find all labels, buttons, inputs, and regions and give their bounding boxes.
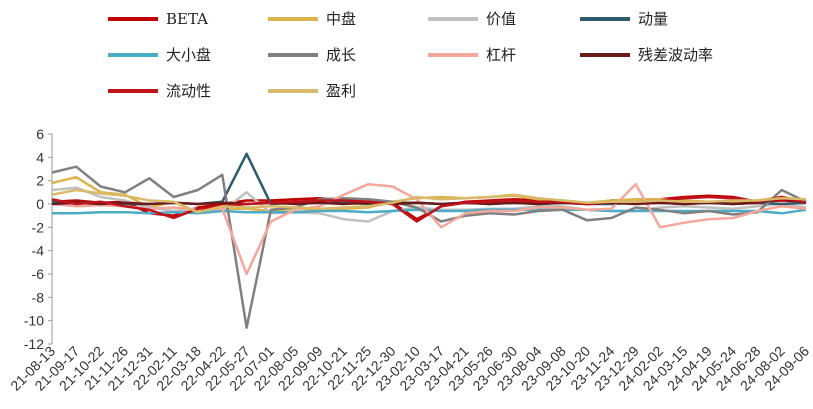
series-lines: [51, 152, 807, 329]
legend-item: 流动性: [108, 82, 211, 100]
y-tick-label: -6: [32, 266, 45, 282]
series-line: [51, 165, 807, 329]
legend-label: 动量: [638, 10, 668, 28]
series-line: [51, 186, 807, 223]
legend-item: 大小盘: [108, 46, 211, 64]
legend-label: 残差波动率: [638, 46, 713, 64]
legend-label: 成长: [326, 46, 356, 64]
legend-item: 动量: [580, 10, 668, 28]
y-tick-label: 2: [36, 173, 44, 189]
legend-label: BETA: [166, 10, 208, 28]
series-line: [52, 208, 807, 215]
y-tick-label: 0: [36, 196, 44, 212]
y-tick-label: -4: [32, 243, 45, 259]
y-tick-label: -12: [24, 336, 44, 352]
y-tick-label: 6: [36, 126, 44, 142]
legend-label: 价值: [486, 10, 516, 28]
legend-item: 中盘: [268, 10, 356, 28]
legend-item: 成长: [268, 46, 356, 64]
legend-item: BETA: [108, 10, 208, 28]
legend-label: 流动性: [166, 82, 211, 100]
x-axis: 21-08-1321-09-1721-10-2221-11-2621-12-31…: [7, 203, 812, 394]
legend-label: 中盘: [326, 10, 356, 28]
y-tick-label: -8: [32, 289, 45, 305]
legend-item: 杠杆: [428, 46, 516, 64]
y-axis: 6 4 2 0 -2 -4 -6 -8 -10 -12: [24, 126, 53, 352]
legend-label: 杠杆: [486, 46, 516, 64]
series-line: [51, 195, 807, 223]
y-tick-label: -10: [24, 313, 44, 329]
legend-item: 残差波动率: [580, 46, 713, 64]
legend-item: 盈利: [268, 82, 356, 100]
legend-item: 价值: [428, 10, 516, 28]
y-tick-label: -2: [32, 219, 45, 235]
y-tick-label: 4: [36, 149, 44, 165]
series-line: [51, 188, 807, 214]
legend-label: 盈利: [326, 82, 356, 100]
legend-label: 大小盘: [166, 46, 211, 64]
